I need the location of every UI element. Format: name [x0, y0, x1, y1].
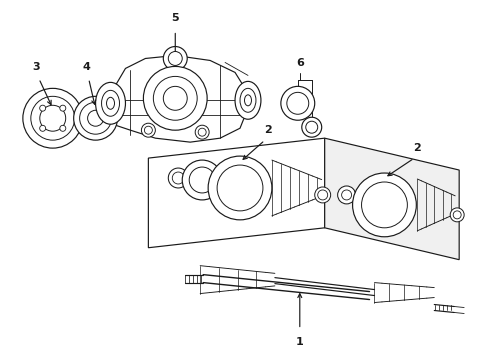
Circle shape [287, 92, 309, 114]
Circle shape [31, 96, 74, 140]
Circle shape [217, 165, 263, 211]
Circle shape [198, 128, 206, 136]
Text: 2: 2 [264, 125, 272, 135]
Ellipse shape [235, 81, 261, 119]
Polygon shape [325, 138, 459, 260]
Circle shape [60, 105, 66, 111]
Circle shape [338, 186, 356, 204]
Ellipse shape [101, 90, 120, 116]
Circle shape [144, 67, 207, 130]
Circle shape [208, 156, 272, 220]
Polygon shape [116, 55, 248, 142]
Circle shape [74, 96, 118, 140]
Circle shape [153, 76, 197, 120]
Circle shape [168, 168, 188, 188]
Ellipse shape [245, 95, 251, 106]
Circle shape [450, 208, 464, 222]
Circle shape [40, 105, 66, 131]
Text: 5: 5 [172, 13, 179, 23]
Circle shape [353, 173, 416, 237]
Circle shape [168, 51, 182, 66]
Circle shape [302, 117, 322, 137]
Circle shape [281, 86, 315, 120]
Ellipse shape [106, 97, 115, 109]
Circle shape [88, 110, 103, 126]
Circle shape [315, 187, 331, 203]
Text: 6: 6 [296, 58, 304, 68]
Circle shape [60, 125, 66, 131]
Circle shape [342, 190, 352, 200]
Circle shape [362, 182, 407, 228]
Ellipse shape [96, 82, 125, 124]
Circle shape [189, 167, 215, 193]
Circle shape [163, 86, 187, 110]
Circle shape [142, 123, 155, 137]
Polygon shape [148, 138, 325, 248]
Text: 4: 4 [83, 62, 91, 72]
Circle shape [80, 102, 112, 134]
Text: 2: 2 [414, 143, 421, 153]
Text: 1: 1 [296, 337, 304, 347]
Circle shape [40, 105, 46, 111]
Circle shape [453, 211, 461, 219]
Circle shape [23, 88, 83, 148]
Circle shape [145, 126, 152, 134]
Circle shape [40, 125, 46, 131]
Circle shape [306, 121, 318, 133]
Circle shape [318, 190, 328, 200]
Text: 3: 3 [32, 62, 40, 72]
Circle shape [163, 46, 187, 71]
Ellipse shape [240, 88, 256, 112]
Circle shape [195, 125, 209, 139]
Circle shape [172, 172, 184, 184]
Circle shape [182, 160, 222, 200]
